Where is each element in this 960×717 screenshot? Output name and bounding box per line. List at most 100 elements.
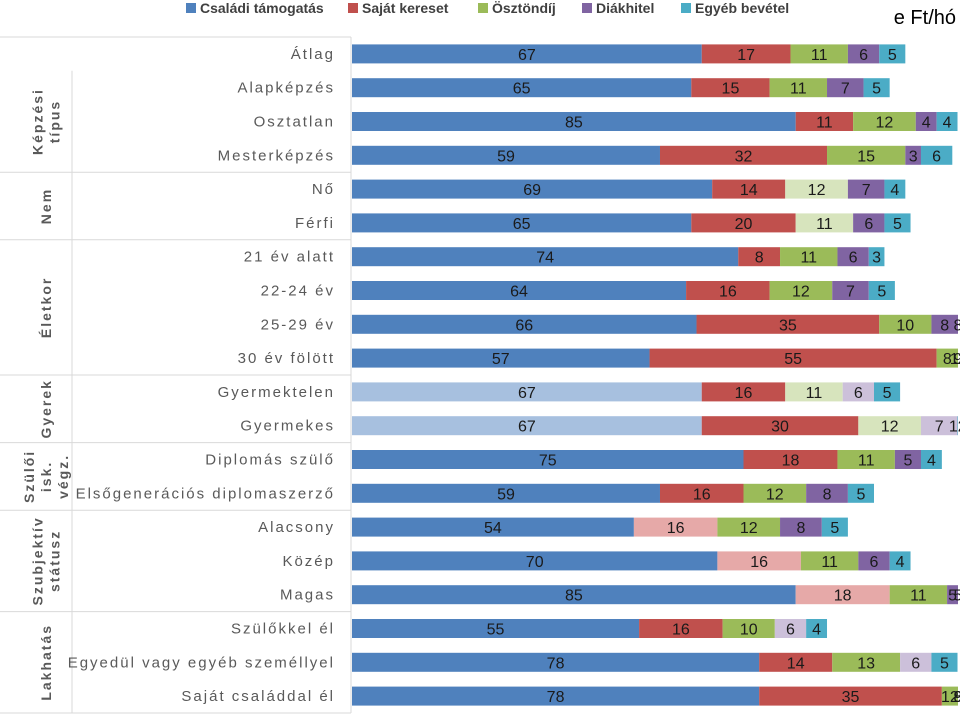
value-label: 6 <box>864 216 873 233</box>
bar-segment <box>659 483 744 503</box>
legend-swatch <box>582 3 592 13</box>
unit-label: e Ft/hó <box>894 7 956 29</box>
value-label: 11 <box>800 250 817 267</box>
bar-row: 75 18 11 5 4 <box>352 450 942 470</box>
group-label: Életkor <box>38 277 54 338</box>
value-label: 10 <box>896 317 914 334</box>
bar-segment <box>352 213 692 233</box>
category-label: Szülőkkel él <box>231 621 335 638</box>
group-label: isk. <box>38 461 54 492</box>
value-label: 5 <box>893 216 902 233</box>
bar-row: 65 20 11 6 5 <box>352 213 911 233</box>
value-label: 8 <box>823 486 832 503</box>
bar-segment <box>920 450 942 469</box>
category-label: Gyermekes <box>240 418 335 435</box>
bar-segment <box>947 585 958 605</box>
bar-segment <box>920 145 953 165</box>
bar-row: 54 16 12 8 5 <box>352 517 848 537</box>
bar-segment <box>759 686 942 706</box>
bar-row: 59 16 12 8 5 <box>352 483 874 503</box>
bar-segment <box>915 112 937 131</box>
bar-segment <box>785 382 843 402</box>
value-label: 70 <box>526 554 544 571</box>
value-label: 8 <box>954 689 960 706</box>
bar-segment <box>795 585 890 605</box>
bar-row: 78 14 13 6 5 <box>352 652 958 672</box>
value-label: 4 <box>896 554 905 571</box>
value-label: 10 <box>740 622 758 639</box>
group-label: státusz <box>47 530 63 592</box>
bar-row: 65 15 11 7 5 <box>352 78 890 98</box>
bar-segment <box>889 585 948 605</box>
value-label: 12 <box>808 182 826 199</box>
category-label: Saját családdal él <box>181 688 335 705</box>
value-label: 12 <box>740 520 758 537</box>
category-label: Alacsony <box>258 519 335 536</box>
value-label: 5 <box>830 520 839 537</box>
value-label: 12 <box>876 115 894 132</box>
value-label: 11 <box>858 453 875 470</box>
bar-segment <box>633 517 718 537</box>
bar-row: 70 16 11 6 4 <box>352 551 911 571</box>
bar-segment <box>352 314 697 334</box>
value-label: 65 <box>513 81 531 98</box>
value-label: 78 <box>547 689 565 706</box>
bar-segment <box>879 314 932 334</box>
value-label: 7 <box>935 419 944 436</box>
value-label: 18 <box>834 588 852 605</box>
bar-segment <box>894 450 921 469</box>
value-label: 11 <box>816 115 833 132</box>
value-label: 4 <box>890 182 899 199</box>
bar-segment <box>691 78 770 98</box>
group-label: Szülői <box>21 450 37 503</box>
value-label: 75 <box>539 453 557 470</box>
bar-segment <box>863 78 890 98</box>
bar-segment <box>931 652 958 672</box>
bar-segment <box>691 213 796 233</box>
value-label: 5 <box>856 486 865 503</box>
value-label: 5 <box>940 655 949 672</box>
bar-segment <box>686 281 770 300</box>
bar-row: 59 32 15 3 6 <box>352 145 953 165</box>
bar-segment <box>769 281 833 300</box>
bar-segment <box>837 450 895 469</box>
bar-segment <box>352 281 687 300</box>
bar-segment <box>743 483 807 503</box>
category-label: 25-29 év <box>261 316 335 333</box>
value-label: 64 <box>510 284 528 301</box>
value-label: 13 <box>857 655 875 672</box>
grid-lines <box>0 36 352 714</box>
bar-segment <box>879 44 906 64</box>
value-label: 59 <box>497 148 515 165</box>
bar-segment <box>858 551 890 571</box>
value-label: 55 <box>487 622 505 639</box>
value-label: 5 <box>954 588 960 605</box>
value-label: 16 <box>735 385 753 402</box>
value-label: 9 <box>954 351 960 368</box>
value-label: 16 <box>672 622 690 639</box>
value-label: 3 <box>909 148 918 165</box>
legend-label: Diákhitel <box>596 0 654 16</box>
value-label: 12 <box>881 419 899 436</box>
category-label: 21 év alatt <box>244 249 335 266</box>
bar-row: 64 16 12 7 5 <box>352 281 895 301</box>
bar-segment <box>821 517 848 537</box>
bar-segment <box>352 619 640 638</box>
bar-segment <box>352 382 702 402</box>
bar-segment <box>832 281 869 300</box>
bar-segment <box>806 483 848 503</box>
bar-segment <box>847 483 874 503</box>
value-label: 4 <box>927 453 936 470</box>
legend-label: Saját kereset <box>362 0 449 16</box>
bar-segment <box>827 78 864 98</box>
category-label: Férfi <box>295 215 335 232</box>
bar-row: 66 35 10 8 8 <box>352 314 960 334</box>
bar-segment <box>722 619 775 638</box>
value-label: 17 <box>737 47 755 64</box>
bar-segment <box>352 416 702 436</box>
bar-segment <box>936 348 958 368</box>
value-label: 12 <box>949 419 960 436</box>
bar-segment <box>790 44 848 64</box>
